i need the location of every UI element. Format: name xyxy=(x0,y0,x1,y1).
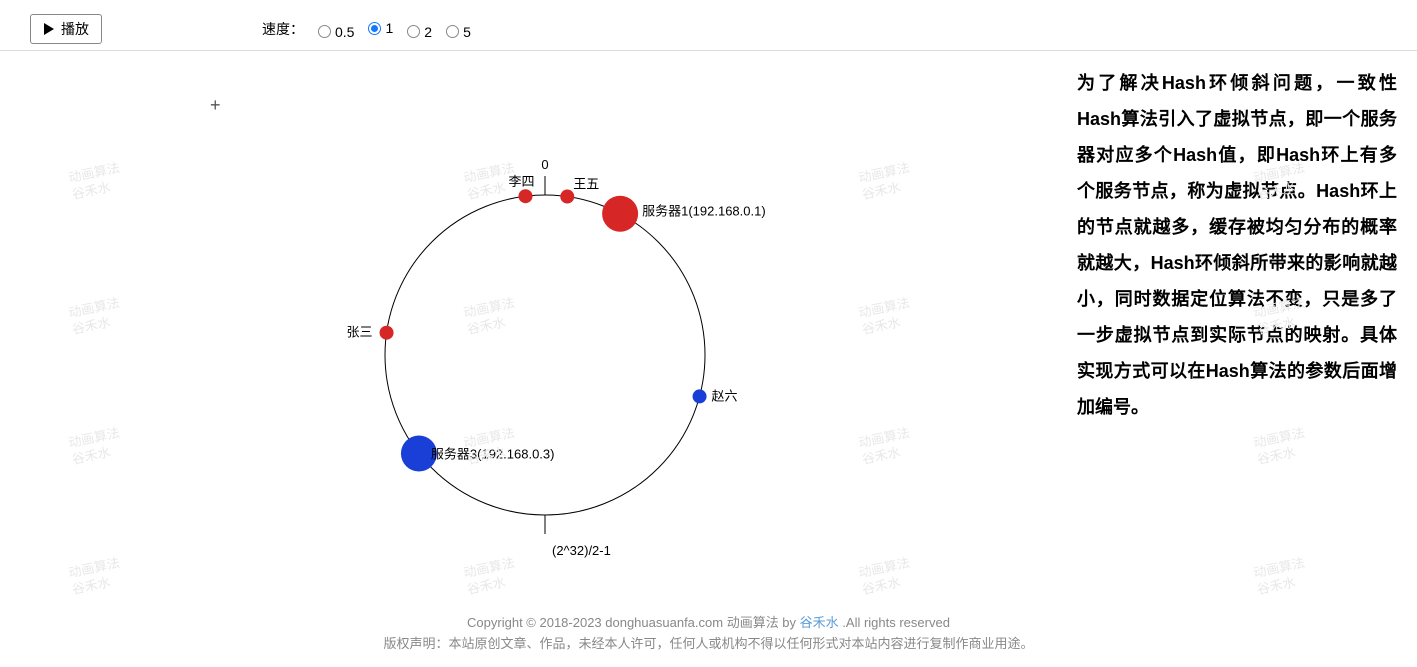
ring-node-wangwu xyxy=(560,190,574,204)
footer-line2: 版权声明：本站原创文章、作品，未经本人许可，任何人或机构不得以任何形式对本站内容… xyxy=(0,634,1417,655)
speed-option-label: 1 xyxy=(385,20,393,36)
hash-ring-diagram: 0 (2^32)/2-1 服务器1(192.168.0.1) 服务器3(192.168… xyxy=(0,60,1060,600)
hash-ring-circle xyxy=(385,195,705,515)
radio-icon xyxy=(318,25,331,38)
speed-radio-group: 速度： 0.5 1 2 5 xyxy=(262,19,485,40)
speed-option-label: 5 xyxy=(463,24,471,40)
ring-node-label-server1: 服务器1(192.168.0.1) xyxy=(642,204,766,219)
footer: Copyright © 2018-2023 donghuasuanfa.com … xyxy=(0,613,1417,655)
watermark: 动画算法 谷禾水 xyxy=(1252,555,1310,599)
speed-option-label: 2 xyxy=(424,24,432,40)
footer-line1: Copyright © 2018-2023 donghuasuanfa.com … xyxy=(0,613,1417,634)
play-label: 播放 xyxy=(61,19,89,39)
radio-icon xyxy=(407,25,420,38)
play-button[interactable]: 播放 xyxy=(30,14,102,44)
speed-label: 速度： xyxy=(262,19,304,39)
ring-node-label-zhaoliu: 赵六 xyxy=(712,388,738,403)
watermark: 动画算法 谷禾水 xyxy=(1252,425,1310,469)
toolbar: 播放 速度： 0.5 1 2 5 xyxy=(30,14,485,44)
speed-option-5[interactable]: 5 xyxy=(446,24,471,40)
ring-node-label-lisi: 李四 xyxy=(508,174,534,189)
toolbar-divider xyxy=(0,50,1417,51)
ring-label-top: 0 xyxy=(541,157,548,172)
ring-node-lisi xyxy=(519,189,533,203)
speed-option-2[interactable]: 2 xyxy=(407,24,432,40)
description-text: 为了解决Hash环倾斜问题，一致性Hash算法引入了虚拟节点，即一个服务器对应多… xyxy=(1077,65,1397,425)
radio-icon xyxy=(368,22,381,35)
speed-option-1[interactable]: 1 xyxy=(368,20,393,36)
ring-node-server1 xyxy=(602,196,638,232)
ring-node-zhangsan xyxy=(380,326,394,340)
ring-label-bottom: (2^32)/2-1 xyxy=(552,543,611,558)
ring-node-zhaoliu xyxy=(693,389,707,403)
ring-node-label-wangwu: 王五 xyxy=(573,177,599,192)
speed-option-0.5[interactable]: 0.5 xyxy=(318,24,354,40)
play-icon xyxy=(43,23,55,35)
radio-icon xyxy=(446,25,459,38)
ring-node-label-zhangsan: 张三 xyxy=(347,325,373,340)
speed-option-label: 0.5 xyxy=(335,24,354,40)
footer-author-link[interactable]: 谷禾水 xyxy=(800,615,839,630)
ring-node-label-server3: 服务器3(192.168.0.3) xyxy=(431,447,555,462)
